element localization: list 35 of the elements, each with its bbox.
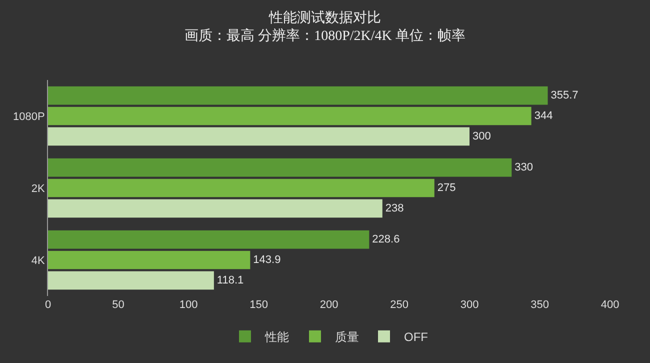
x-tick-label: 100 [179,299,198,311]
bar [48,230,370,249]
chart-title: 性能测试数据对比 [268,10,381,26]
x-tick-label: 50 [112,299,124,311]
y-tick-label: 1080P [12,110,45,123]
x-tick-label: 400 [600,299,620,311]
data-label: 344 [534,110,553,122]
bar [48,86,548,105]
bar [48,271,214,290]
bar [48,158,512,177]
x-tick-label: 150 [250,299,268,311]
data-label: 143.9 [253,254,281,266]
bar [48,250,250,270]
y-tick-label: 2K [31,182,46,195]
data-label: 275 [437,182,456,194]
legend-label: 质量 [335,330,359,344]
data-label: 355.7 [550,90,578,102]
legend-label: 性能 [264,330,289,344]
legend-label: OFF [404,330,428,344]
bar [48,178,434,198]
bar [48,199,382,218]
data-label: 300 [472,130,491,142]
x-tick-label: 300 [460,299,479,311]
bar [48,106,532,126]
data-label: 118.1 [216,274,244,286]
y-tick-label: 4K [31,254,46,267]
x-tick-label: 0 [44,299,52,311]
bar [48,127,470,146]
data-label: 330 [514,162,534,174]
x-tick-label: 350 [530,299,549,311]
data-label: 228.6 [372,234,400,246]
x-tick-label: 250 [390,299,408,311]
chart-subtitle: 画质：最高 分辨率：1080P/2K/4K 单位：帧率 [184,28,466,44]
x-tick-label: 200 [320,299,338,311]
data-label: 238 [385,202,404,214]
